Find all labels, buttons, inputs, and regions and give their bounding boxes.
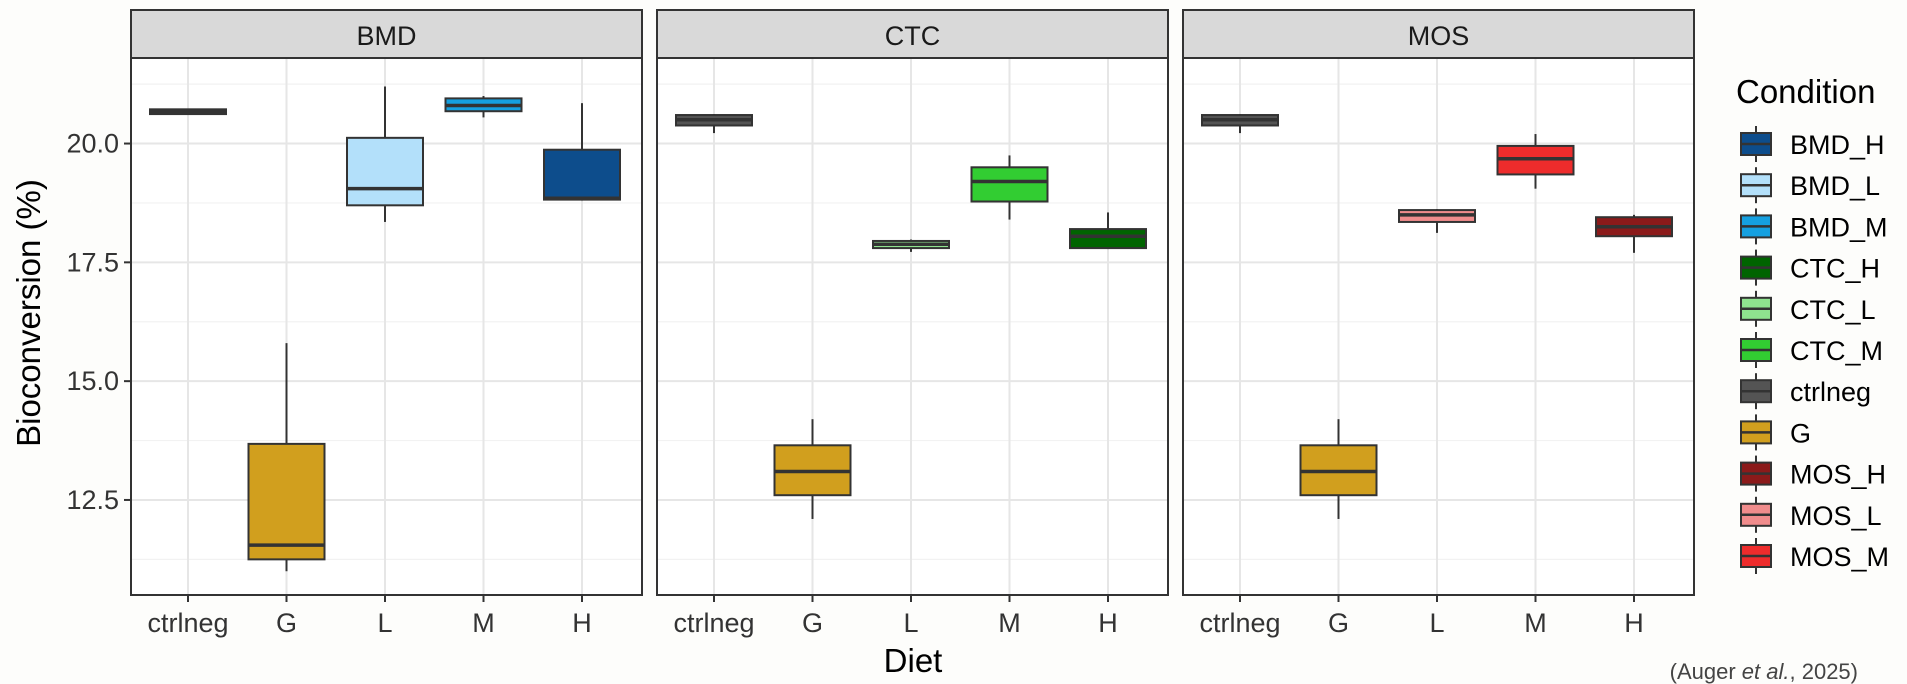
box-body	[1070, 229, 1146, 248]
legend-label: CTC_L	[1790, 295, 1876, 325]
facet-mos: MOS ctrlneg G L M H	[1183, 10, 1694, 638]
legend-item-ctrlneg: ctrlneg	[1741, 373, 1871, 409]
facet-panels: BMD ctrlneg G L M H CTC ctrlneg G L M H MOS ctrlneg G L…	[131, 10, 1694, 638]
legend-item-bmd_m: BMD_M	[1741, 208, 1888, 244]
facet-ctc: CTC ctrlneg G L M H	[657, 10, 1168, 638]
caption-italic: et al.	[1742, 659, 1790, 684]
facet-strip-label: BMD	[357, 21, 417, 51]
x-tick-label: M	[472, 608, 495, 638]
legend-label: BMD_M	[1790, 212, 1888, 242]
panel-background	[1183, 58, 1694, 595]
legend-item-mos_l: MOS_L	[1741, 497, 1882, 533]
box-body	[249, 444, 325, 559]
box-bmd-ctrlneg	[150, 109, 226, 114]
legend-item-ctc_m: CTC_M	[1741, 332, 1883, 368]
box-body	[347, 138, 423, 205]
y-tick-label: 20.0	[66, 129, 119, 159]
legend-label: ctrlneg	[1790, 377, 1871, 407]
legend-label: MOS_M	[1790, 542, 1889, 572]
legend-label: CTC_H	[1790, 254, 1880, 284]
x-tick-label: L	[377, 608, 392, 638]
caption-suffix: , 2025)	[1790, 659, 1859, 684]
legend-label: BMD_H	[1790, 130, 1885, 160]
x-tick-label: M	[1524, 608, 1547, 638]
legend-title: Condition	[1736, 73, 1875, 110]
legend-label: CTC_M	[1790, 336, 1883, 366]
x-tick-label: L	[903, 608, 918, 638]
y-tick-label: 15.0	[66, 366, 119, 396]
x-tick-label: L	[1429, 608, 1444, 638]
y-tick-label: 12.5	[66, 485, 119, 515]
facet-strip-label: MOS	[1408, 21, 1470, 51]
x-tick-label: H	[1098, 608, 1118, 638]
box-body	[544, 150, 620, 200]
x-tick-label: ctrlneg	[147, 608, 228, 638]
box-body	[972, 167, 1048, 201]
legend-item-mos_m: MOS_M	[1741, 538, 1889, 574]
legend-label: G	[1790, 418, 1811, 448]
legend-item-g: G	[1741, 414, 1811, 450]
legend-label: MOS_L	[1790, 501, 1882, 531]
panel-background	[657, 58, 1168, 595]
x-tick-label: ctrlneg	[1199, 608, 1280, 638]
legend-item-mos_h: MOS_H	[1741, 456, 1886, 492]
x-tick-label: G	[1328, 608, 1349, 638]
x-axis-title: Diet	[884, 642, 943, 679]
legend-item-ctc_l: CTC_L	[1741, 291, 1876, 327]
x-tick-label: ctrlneg	[673, 608, 754, 638]
legend-label: BMD_L	[1790, 171, 1880, 201]
facet-bmd: BMD ctrlneg G L M H	[131, 10, 642, 638]
facet-strip-label: CTC	[885, 21, 941, 51]
caption-prefix: (Auger	[1670, 659, 1742, 684]
x-tick-label: M	[998, 608, 1021, 638]
legend: Condition BMD_H BMD_L BMD_M CTC_H CTC_L CTC_M…	[1736, 73, 1889, 574]
legend-item-bmd_l: BMD_L	[1741, 167, 1880, 203]
legend-item-bmd_h: BMD_H	[1741, 126, 1885, 162]
x-tick-label: G	[802, 608, 823, 638]
x-tick-label: G	[276, 608, 297, 638]
legend-item-ctc_h: CTC_H	[1741, 250, 1880, 286]
legend-label: MOS_H	[1790, 460, 1886, 490]
y-tick-label: 17.5	[66, 247, 119, 277]
x-tick-label: H	[572, 608, 592, 638]
caption: (Auger et al., 2025)	[1670, 659, 1858, 684]
x-tick-label: H	[1624, 608, 1644, 638]
y-axis: 12.5 15.0 17.5 20.0	[66, 129, 131, 515]
y-axis-title: Bioconversion (%)	[10, 179, 47, 447]
